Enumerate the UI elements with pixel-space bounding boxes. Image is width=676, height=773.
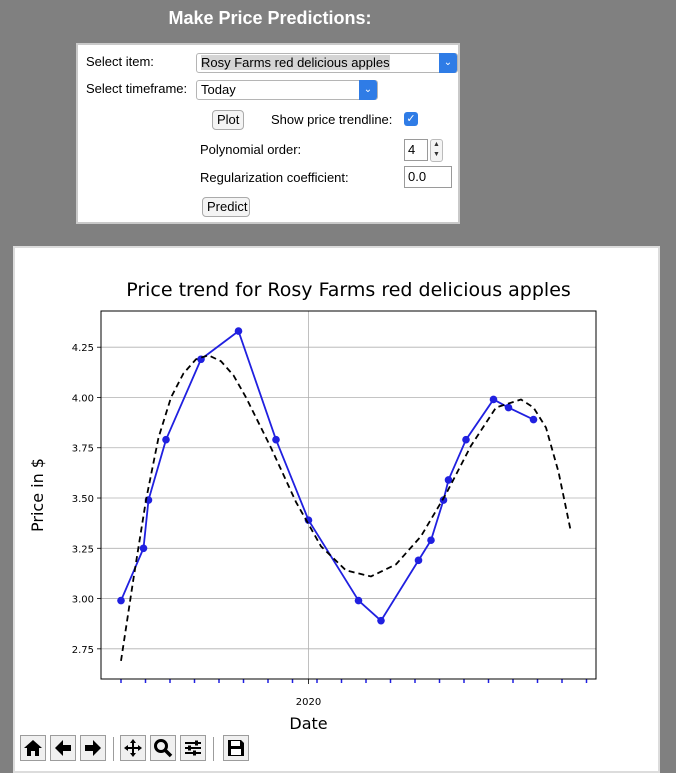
back-button[interactable]: [50, 735, 76, 761]
trendline-checkbox[interactable]: ✓: [404, 112, 418, 126]
save-icon: [228, 740, 244, 756]
polynomial-order-stepper[interactable]: ▲ ▼: [430, 139, 443, 162]
price-point: [139, 544, 148, 553]
y-axis-label: Price in $: [28, 458, 47, 532]
trendline: [120, 354, 572, 662]
home-button[interactable]: [20, 735, 46, 761]
plot-button[interactable]: Plot: [212, 110, 244, 130]
chevron-down-icon: ⌄: [359, 80, 377, 100]
polynomial-order-label: Polynomial order:: [200, 142, 302, 157]
select-item-label: Select item:: [86, 54, 154, 69]
item-select[interactable]: Rosy Farms red delicious apples ⌄: [196, 53, 458, 73]
predict-button[interactable]: Predict: [202, 197, 250, 217]
y-tick-label: 3.50: [72, 494, 94, 505]
pan-icon: [124, 739, 142, 757]
save-button[interactable]: [223, 735, 249, 761]
regularization-label: Regularization coefficient:: [200, 170, 349, 185]
price-point: [272, 435, 280, 444]
polynomial-order-input[interactable]: 4: [404, 139, 428, 161]
y-tick-label: 3.25: [72, 544, 94, 555]
pan-button[interactable]: [120, 735, 146, 761]
x-tick-label: 2020: [296, 697, 321, 708]
price-point: [529, 415, 538, 424]
price-point: [462, 435, 470, 444]
price-point: [439, 496, 448, 504]
y-tick-label: 4.00: [72, 393, 94, 404]
x-axis-label: Date: [289, 714, 327, 733]
price-trend-chart: Price trend for Rosy Farms red delicious…: [28, 279, 597, 733]
configure-subplots-button[interactable]: [180, 735, 206, 761]
plot-canvas[interactable]: Price trend for Rosy Farms red delicious…: [13, 246, 660, 773]
timeframe-select-value: Today: [201, 82, 236, 97]
forward-arrow-icon: [85, 740, 101, 756]
zoom-icon: [154, 739, 173, 758]
forward-button[interactable]: [80, 735, 106, 761]
item-select-value: Rosy Farms red delicious apples: [201, 55, 390, 70]
price-point: [427, 536, 435, 545]
price-point: [162, 435, 170, 444]
configure-subplots-icon: [185, 740, 201, 756]
price-point: [117, 596, 125, 605]
select-timeframe-label: Select timeframe:: [86, 81, 188, 96]
price-point: [504, 403, 513, 412]
price-point: [354, 596, 363, 605]
page-title: Make Price Predictions:: [168, 8, 372, 28]
control-panel: Select item: Rosy Farms red delicious ap…: [76, 43, 460, 224]
y-tick-label: 4.25: [72, 343, 94, 354]
price-point: [234, 327, 243, 335]
regularization-input[interactable]: 0.0: [404, 166, 452, 188]
chevron-down-icon: ⌄: [439, 53, 457, 73]
price-line: [120, 329, 534, 623]
y-tick-label: 3.75: [72, 444, 94, 455]
plot-frame: [100, 310, 597, 680]
price-point: [489, 395, 498, 404]
price-point: [414, 556, 423, 565]
back-arrow-icon: [55, 740, 71, 756]
y-tick-label: 2.75: [72, 645, 94, 656]
price-point: [444, 476, 453, 484]
chart-title: Price trend for Rosy Farms red delicious…: [126, 279, 571, 301]
home-icon: [24, 740, 42, 756]
trendline-label: Show price trendline:: [271, 112, 393, 127]
zoom-button[interactable]: [150, 735, 176, 761]
checkmark-icon: ✓: [406, 113, 416, 125]
y-tick-label: 3.00: [72, 595, 94, 606]
timeframe-select[interactable]: Today ⌄: [196, 80, 378, 100]
price-point: [377, 616, 385, 625]
